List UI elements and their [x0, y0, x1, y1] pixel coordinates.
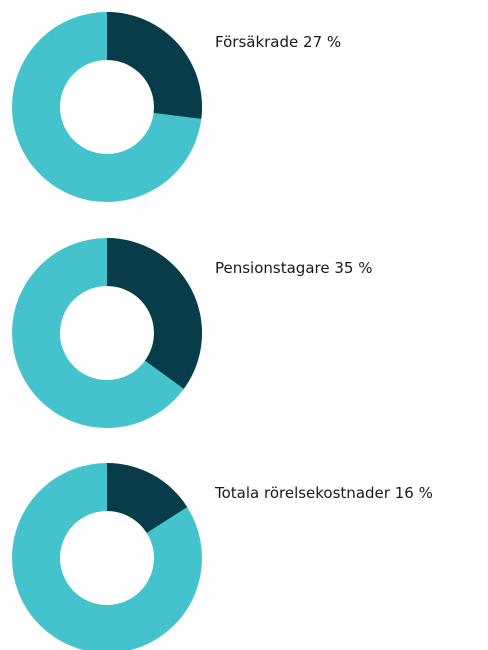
label-value: 27 %	[303, 33, 341, 51]
donut-label: Pensionstagare 35 %	[215, 259, 372, 277]
donut-segment	[107, 12, 203, 119]
label-name: Försäkrade	[215, 33, 298, 51]
label-name: Pensionstagare	[215, 259, 330, 277]
donut-segment	[107, 238, 203, 389]
donut-segment	[107, 463, 188, 533]
donut-label: Totala rörelsekostnader 16 %	[214, 484, 433, 502]
label-value: 16 %	[395, 484, 433, 502]
label-name: Totala rörelsekostnader	[214, 484, 391, 502]
donut-chart: Pensionstagare 35 %	[12, 238, 372, 428]
donut-label: Försäkrade 27 %	[215, 33, 341, 51]
donut-chart: Försäkrade 27 %	[12, 12, 341, 202]
donut-chart: Totala rörelsekostnader 16 %	[12, 463, 433, 650]
label-value: 35 %	[334, 259, 372, 277]
